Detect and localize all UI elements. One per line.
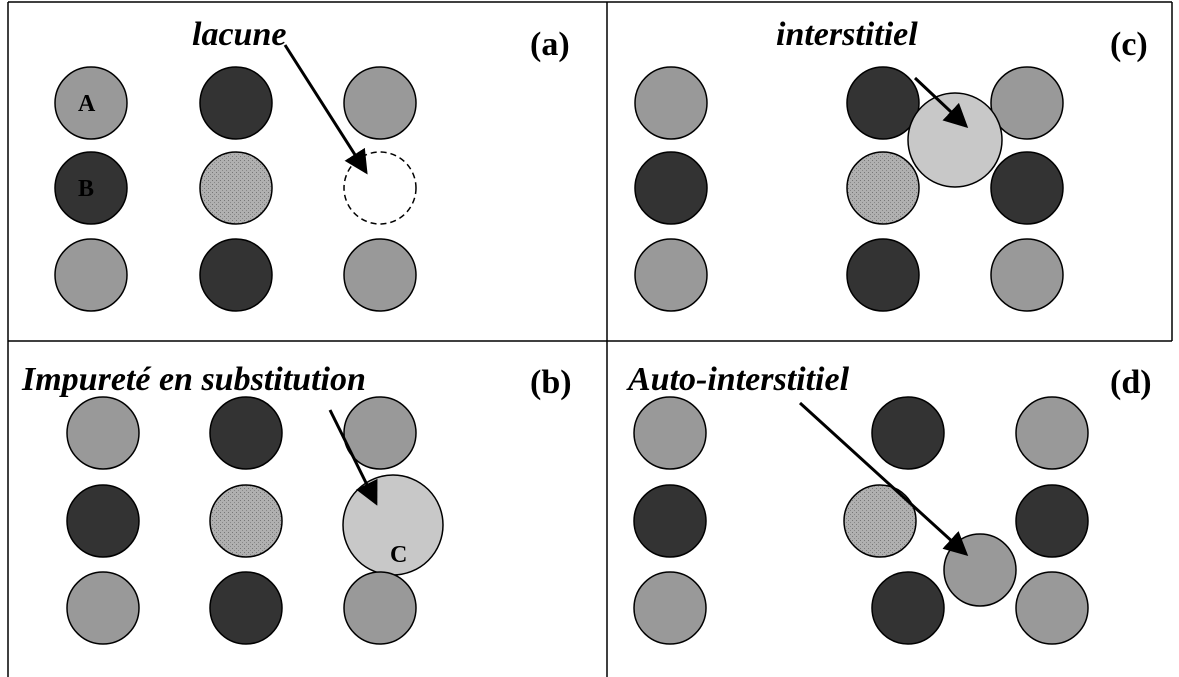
panel-b: C Impureté en substitution (b) xyxy=(21,361,572,645)
atom-label: B xyxy=(78,176,94,202)
atom xyxy=(846,238,920,312)
atom-label: A xyxy=(78,91,96,117)
vacancy xyxy=(343,151,417,225)
panel-tag: (c) xyxy=(1110,26,1148,63)
atom xyxy=(907,92,1003,188)
arrow xyxy=(283,44,368,175)
panel-a: A B lacune (a) xyxy=(54,16,570,312)
caption: Auto-interstitiel xyxy=(626,361,850,398)
caption: Impureté en substitution xyxy=(21,361,366,398)
caption: lacune xyxy=(192,16,286,53)
atom xyxy=(990,66,1064,140)
atom xyxy=(871,571,945,645)
arrow xyxy=(798,401,969,557)
atom xyxy=(634,238,708,312)
arrow xyxy=(328,409,378,506)
atom xyxy=(633,396,707,470)
atom xyxy=(871,396,945,470)
atom xyxy=(209,484,283,558)
atom xyxy=(343,571,417,645)
frame xyxy=(7,1,1173,677)
atom xyxy=(54,66,128,140)
atom xyxy=(843,484,917,558)
atom xyxy=(846,151,920,225)
atom xyxy=(1015,571,1089,645)
panel-d: Auto-interstitiel (d) xyxy=(626,361,1152,645)
atom xyxy=(209,571,283,645)
atom xyxy=(634,66,708,140)
caption: interstitiel xyxy=(776,16,918,53)
atom xyxy=(343,396,417,470)
atom xyxy=(54,151,128,225)
atom xyxy=(343,238,417,312)
atom xyxy=(54,238,128,312)
panel-tag: (a) xyxy=(530,26,570,63)
atom xyxy=(199,66,273,140)
atom xyxy=(66,396,140,470)
atom xyxy=(990,151,1064,225)
atom xyxy=(209,396,283,470)
panel-tag: (b) xyxy=(530,364,572,401)
atom xyxy=(199,151,273,225)
atom xyxy=(633,484,707,558)
panel-c: interstitiel (c) xyxy=(634,16,1148,312)
atom xyxy=(990,238,1064,312)
atom xyxy=(1015,396,1089,470)
panel-tag: (d) xyxy=(1110,364,1152,401)
atom xyxy=(343,66,417,140)
atom xyxy=(1015,484,1089,558)
atom xyxy=(633,571,707,645)
atom xyxy=(199,238,273,312)
atom xyxy=(634,151,708,225)
atom xyxy=(66,571,140,645)
atom xyxy=(846,66,920,140)
arrow xyxy=(913,76,969,129)
atom xyxy=(66,484,140,558)
atom-label: C xyxy=(390,542,407,568)
